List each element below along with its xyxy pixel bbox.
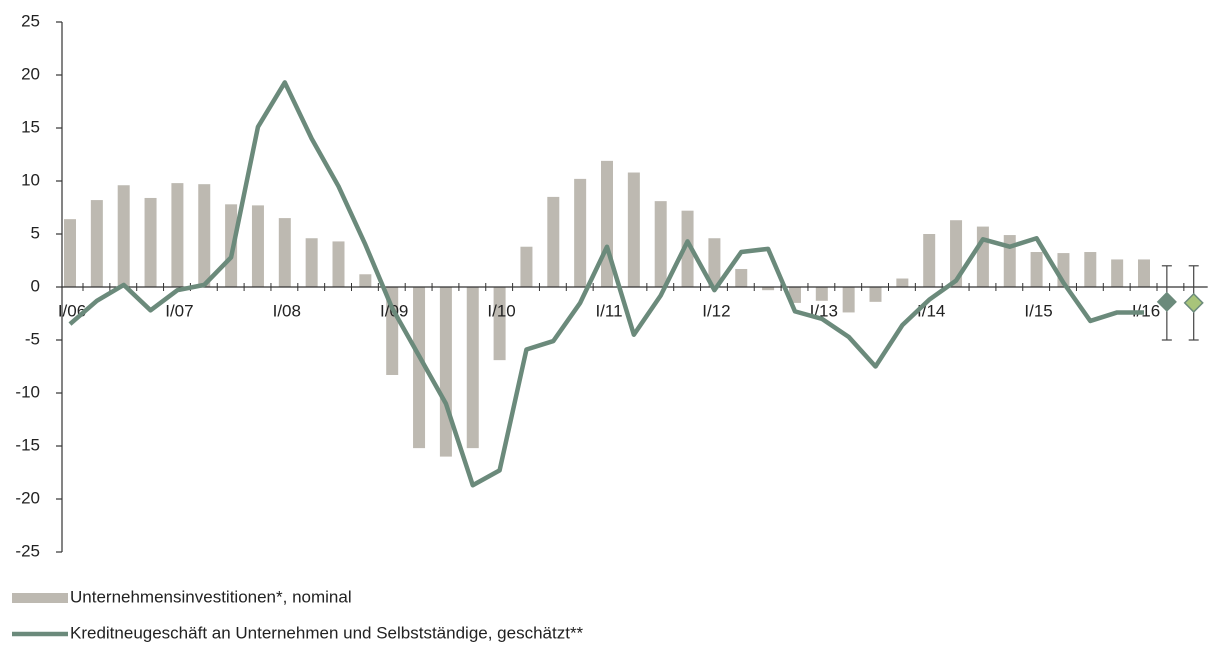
- y-tick-label: 15: [21, 117, 40, 136]
- y-tick-label: -15: [15, 435, 40, 454]
- bar: [1003, 235, 1016, 287]
- y-tick-label: 5: [31, 223, 40, 242]
- bar: [251, 205, 264, 287]
- y-tick-label: -10: [15, 382, 40, 401]
- y-tick-label: 20: [21, 64, 40, 83]
- bar: [1084, 252, 1097, 287]
- bar: [574, 178, 587, 287]
- x-tick-label: I/16: [1132, 301, 1160, 320]
- bar: [681, 210, 694, 287]
- y-tick-label: -20: [15, 488, 40, 507]
- bar: [762, 287, 775, 291]
- bar: [896, 278, 909, 287]
- bar: [708, 238, 721, 287]
- bar: [332, 241, 345, 287]
- estimate-marker: [1156, 291, 1177, 312]
- bar: [493, 287, 506, 361]
- bar: [305, 238, 318, 287]
- bar: [950, 220, 963, 287]
- bar: [225, 204, 238, 287]
- legend-label: Unternehmensinvestitionen*, nominal: [70, 587, 352, 606]
- legend-swatch: [12, 593, 68, 603]
- x-tick-label: I/08: [273, 301, 301, 320]
- bar: [1030, 252, 1043, 287]
- bar: [547, 196, 560, 287]
- bar: [869, 287, 882, 302]
- bar: [198, 184, 211, 287]
- bar: [90, 200, 103, 287]
- x-tick-label: I/10: [487, 301, 515, 320]
- bar: [1138, 259, 1150, 287]
- bar: [278, 218, 291, 287]
- line: [68, 80, 1144, 488]
- y-tick-label: -25: [15, 541, 40, 560]
- x-tick-label: I/15: [1024, 301, 1052, 320]
- y-tick-label: 10: [21, 170, 40, 189]
- y-tick-label: -5: [25, 329, 40, 348]
- bar: [815, 287, 828, 301]
- bar: [923, 234, 936, 287]
- x-tick-label: I/07: [165, 301, 193, 320]
- bar: [439, 287, 452, 457]
- bar: [466, 287, 479, 449]
- x-tick-label: I/12: [702, 301, 730, 320]
- x-tick-label: I/11: [595, 301, 622, 320]
- bar: [144, 197, 157, 287]
- bar: [735, 268, 748, 287]
- bar: [64, 219, 76, 287]
- bar: [654, 201, 667, 287]
- estimate-marker: [1183, 292, 1204, 313]
- bar: [171, 183, 184, 287]
- bar: [413, 287, 426, 449]
- bar: [1111, 259, 1124, 287]
- bar: [627, 172, 640, 287]
- bar: [359, 274, 372, 287]
- y-tick-label: 0: [31, 276, 40, 295]
- bar: [842, 287, 855, 313]
- legend-label: Kreditneugeschäft an Unternehmen und Sel…: [70, 623, 584, 642]
- bar: [976, 226, 989, 287]
- y-tick-label: 25: [21, 11, 40, 30]
- bar: [520, 246, 533, 287]
- bar: [117, 185, 130, 287]
